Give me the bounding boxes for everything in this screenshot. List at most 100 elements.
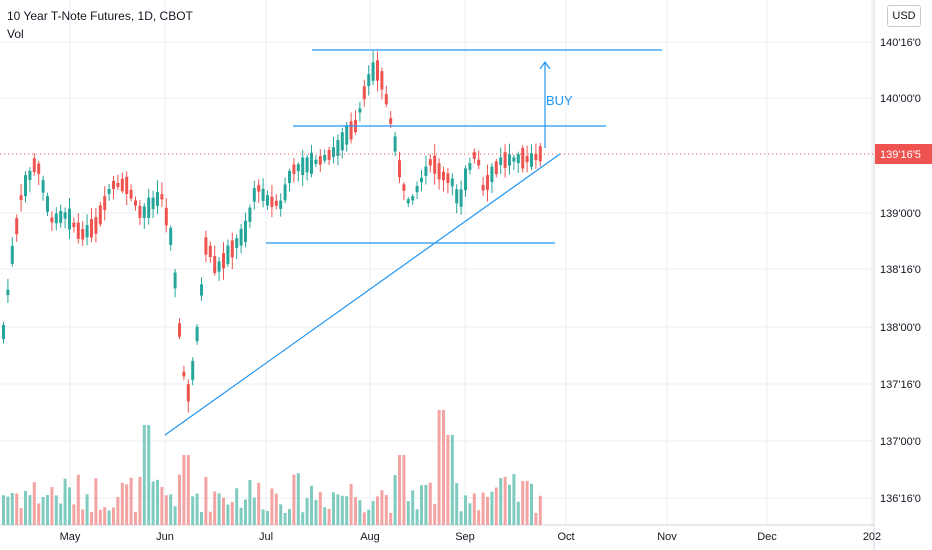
candle-down [270, 196, 274, 207]
candle-down [76, 222, 80, 239]
candle-down [116, 182, 120, 188]
candle-up [151, 197, 155, 210]
candle-down [318, 156, 322, 165]
volume-bar [10, 493, 14, 525]
time-axis-tick-label: May [60, 531, 81, 543]
volume-bar [222, 497, 225, 525]
candle-down [208, 245, 212, 258]
volume-bar [358, 500, 362, 525]
current-price-label: 139'16'5 [880, 149, 921, 161]
volume-bar [349, 483, 353, 525]
volume-bar [147, 425, 151, 525]
candle-up [59, 210, 63, 223]
candle-up [393, 136, 397, 152]
volume-bar [90, 512, 93, 525]
volume-bar [323, 507, 327, 525]
candle-down [402, 184, 406, 191]
candle-down [90, 219, 93, 238]
candle-down [15, 218, 19, 235]
volume-bar [428, 482, 432, 525]
volume-bar [464, 495, 467, 525]
candle-down [503, 152, 507, 168]
candle-down [477, 159, 481, 166]
candle-up [358, 108, 362, 113]
candle-down [380, 71, 384, 90]
chart-title: 10 Year T-Note Futures, 1D, CBOT [7, 9, 193, 23]
price-axis-tick-label: 140'00'0 [880, 93, 921, 105]
currency-button[interactable]: USD [887, 5, 921, 27]
volume-bar [516, 501, 520, 525]
volume-bar [499, 478, 503, 525]
candle-up [345, 125, 349, 145]
candle-up [371, 62, 375, 81]
price-axis-tick-label: 139'00'0 [880, 208, 921, 220]
buy-arrow-head [539, 60, 551, 70]
candle-down [472, 152, 476, 159]
time-axis-tick-label: Oct [557, 531, 574, 543]
candle-up [41, 180, 45, 193]
candle-up [424, 166, 428, 176]
volume-bar [521, 481, 525, 525]
candle-down [230, 240, 234, 258]
volume-bar [68, 487, 71, 525]
candle-down [120, 178, 124, 192]
volume-bar [186, 455, 190, 525]
candle-up [512, 157, 516, 162]
candle-down [349, 121, 353, 140]
candle-down [138, 205, 142, 218]
candle-up [252, 188, 256, 202]
candle-down [103, 196, 107, 210]
candle-up [283, 184, 287, 201]
volume-bar [494, 487, 498, 525]
candle-up [10, 245, 14, 264]
candle-down [50, 217, 54, 223]
candle-up [305, 157, 309, 173]
price-axis-tick-label: 140'16'0 [880, 37, 921, 49]
volume-bar [450, 435, 454, 525]
candle-up [450, 178, 454, 187]
volume-bars [2, 410, 542, 525]
volume-bar [305, 498, 309, 525]
time-axis-tick-label: Aug [360, 531, 380, 543]
volume-bar [72, 504, 76, 525]
volume-bar [98, 509, 102, 525]
volume-bar [406, 501, 410, 525]
volume-bar [512, 473, 516, 525]
candle-up [310, 152, 313, 174]
candle-up [301, 157, 305, 176]
volume-bar [367, 509, 371, 525]
candle-down [182, 371, 186, 377]
volume-bar [336, 494, 340, 525]
volume-bar [160, 486, 164, 525]
price-axis-tick-label: 136'16'0 [880, 493, 921, 505]
candle-down [362, 86, 366, 100]
candle-down [437, 163, 441, 180]
volume-bar [142, 425, 146, 525]
candle-up [2, 324, 5, 340]
candle-down [257, 185, 261, 192]
candle-down [94, 217, 98, 234]
time-axis-tick-label: 202 [863, 531, 881, 543]
volume-bar [490, 491, 494, 525]
candle-up [46, 196, 49, 212]
price-axis-tick-label: 137'16'0 [880, 379, 921, 391]
time-axis-tick-label: Dec [757, 531, 777, 543]
volume-bar [274, 493, 278, 525]
candle-up [323, 155, 327, 161]
volume-bar [415, 509, 419, 525]
volume-bar [226, 504, 230, 525]
time-axis-tick-label: Nov [657, 531, 677, 543]
price-axis-tick-label: 137'00'0 [880, 436, 921, 448]
volume-bar [19, 508, 23, 525]
candle-up [530, 153, 533, 167]
volume-bar [310, 485, 313, 525]
buy-label: BUY [546, 93, 573, 108]
volume-bar [138, 476, 142, 525]
volume-bar [37, 503, 41, 525]
candle-down [213, 256, 217, 274]
candle-down [164, 207, 168, 226]
candle-up [516, 154, 520, 164]
volume-bar [257, 482, 261, 525]
grid-lines [0, 0, 874, 525]
